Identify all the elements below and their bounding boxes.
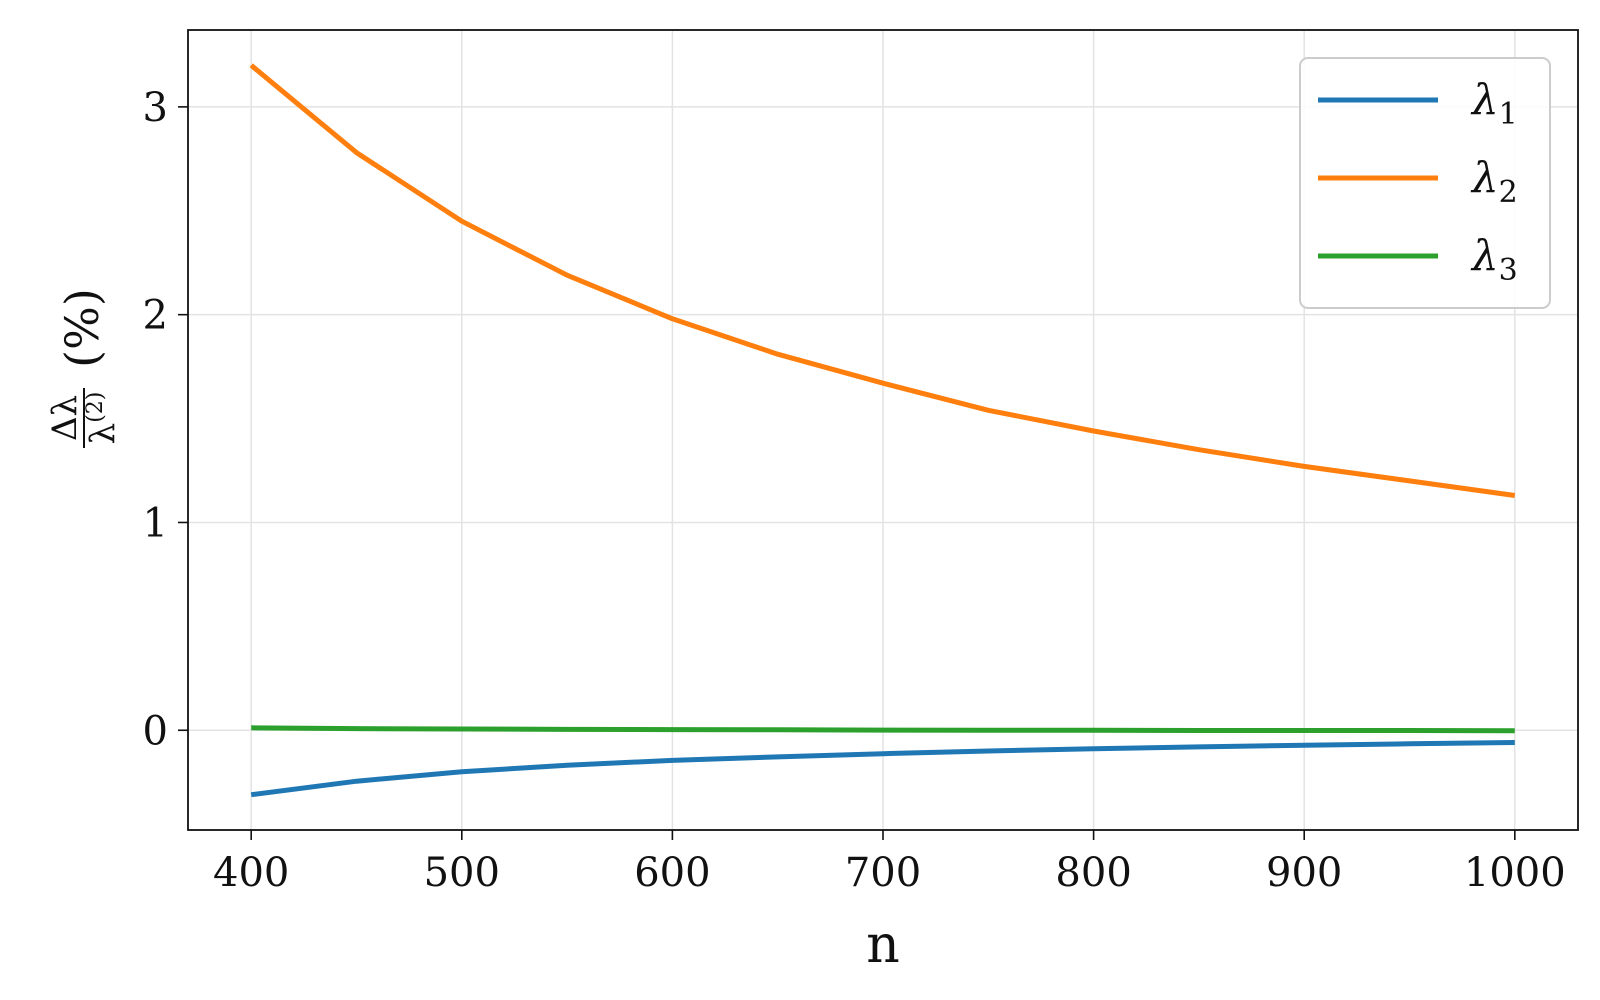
- y-axis-label: Δλ λ(2) (%): [45, 288, 123, 448]
- y-label-numerator: Δλ: [45, 395, 85, 441]
- y-label-denominator-base: λ: [83, 423, 123, 445]
- x-tick-label: 1000: [1464, 850, 1566, 896]
- legend-box: [1299, 57, 1551, 309]
- series-layer: [249, 63, 1516, 798]
- y-tick-label: 1: [143, 500, 168, 546]
- x-axis-label: n: [866, 915, 900, 975]
- y-tick-label: 3: [143, 85, 168, 131]
- legend-label-lambda-2: λ2: [1470, 153, 1518, 210]
- series-line-lambda-3: [251, 725, 1515, 734]
- legend-label-lambda-1: λ1: [1470, 75, 1518, 132]
- series-line-lambda-1: [250, 740, 1515, 798]
- legend-label-lambda-3: λ3: [1470, 231, 1518, 288]
- series-line-lambda-2: [249, 63, 1516, 498]
- x-tick-label: 400: [213, 850, 289, 896]
- x-tick-label: 900: [1266, 850, 1342, 896]
- x-tick-label: 800: [1055, 850, 1131, 896]
- x-tick-label: 500: [424, 850, 500, 896]
- y-label-denominator: λ(2): [83, 392, 123, 445]
- ticks: 400 500 600 700 800 900 1000 0 1 2 3: [143, 85, 1566, 896]
- y-label-unit: (%): [55, 288, 109, 368]
- x-tick-label: 600: [634, 850, 710, 896]
- legend: λ1 λ2 λ3: [1299, 57, 1551, 309]
- y-label-denominator-sup: (2): [83, 392, 108, 423]
- y-tick-label: 0: [143, 708, 168, 754]
- x-tick-label: 700: [845, 850, 921, 896]
- y-tick-label: 2: [143, 293, 168, 339]
